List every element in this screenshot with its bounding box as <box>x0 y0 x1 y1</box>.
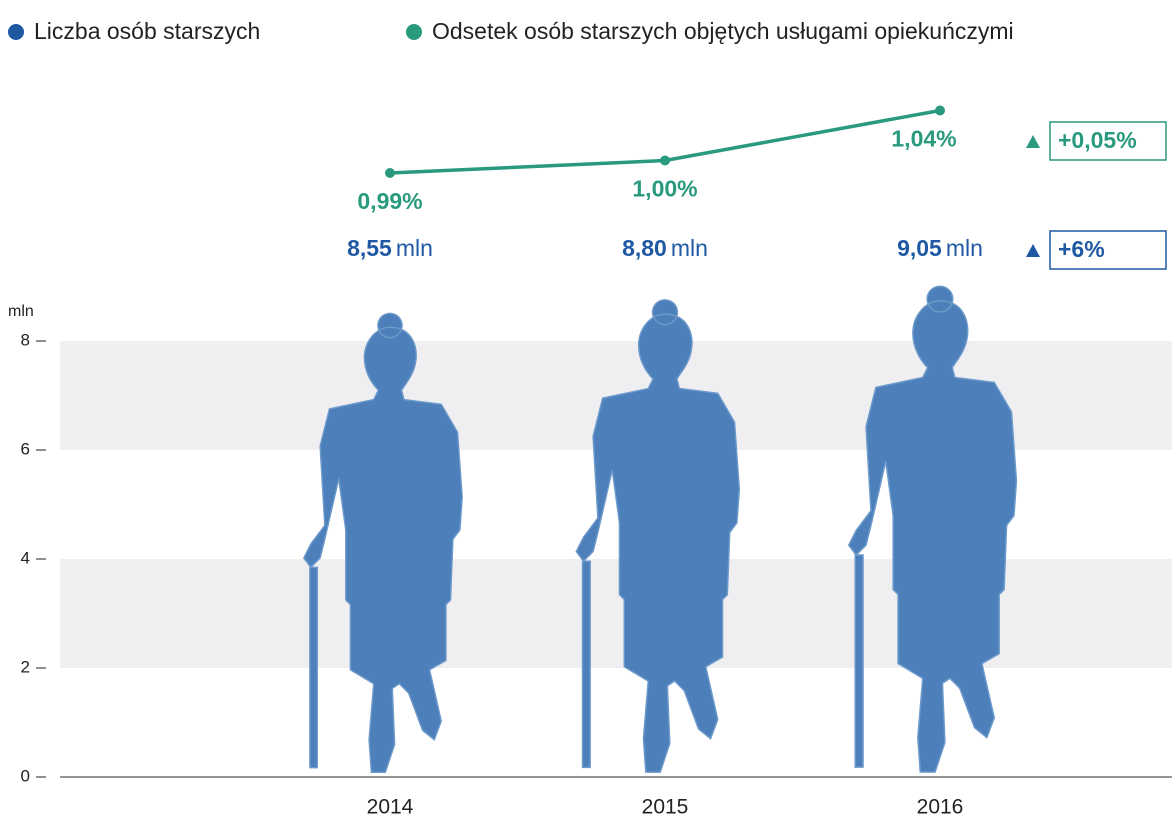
y-axis-label: mln <box>8 303 34 320</box>
value-unit: mln <box>946 235 983 261</box>
value-label: 1,04% <box>891 126 956 152</box>
change-label: +6% <box>1058 236 1105 262</box>
line-point <box>385 168 395 178</box>
value-label: 1,00% <box>632 176 697 202</box>
x-tick-label: 2014 <box>367 796 414 819</box>
y-tick-label: 8 <box>21 330 30 349</box>
value-unit: mln <box>396 235 433 261</box>
change-arrow <box>1026 244 1040 257</box>
y-tick-label: 0 <box>21 766 30 785</box>
chart: 0 2 4 6 8 mln Liczba osób starszych Odsetek osó… <box>0 0 1172 826</box>
y-tick-label: 4 <box>21 548 30 567</box>
x-tick-label: 2015 <box>642 796 689 819</box>
change-arrow <box>1026 135 1040 148</box>
y-tick-label: 6 <box>21 439 30 458</box>
value-number: 8,55 <box>347 235 392 261</box>
line-point <box>660 156 670 166</box>
legend-marker <box>406 24 422 40</box>
legend-marker <box>8 24 24 40</box>
y-tick-label: 2 <box>21 657 30 676</box>
value-label: 0,99% <box>357 188 422 214</box>
change-label: +0,05% <box>1058 127 1137 153</box>
x-tick-label: 2016 <box>917 796 964 819</box>
value-unit: mln <box>671 235 708 261</box>
value-number: 8,80 <box>622 235 667 261</box>
value-number: 9,05 <box>897 235 942 261</box>
line-point <box>935 106 945 116</box>
legend-label: Odsetek osób starszych objętych usługami… <box>432 18 1014 44</box>
legend-label: Liczba osób starszych <box>34 18 260 44</box>
